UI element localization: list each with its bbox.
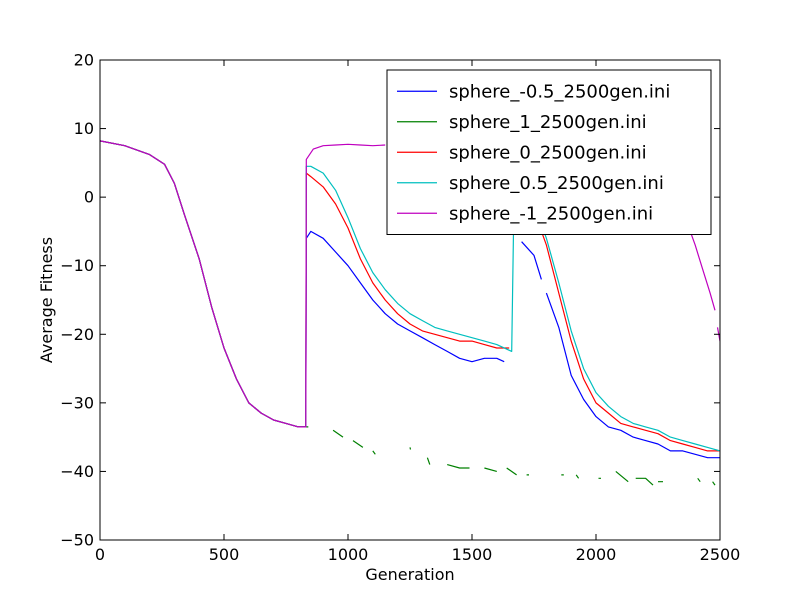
y-tick-label: 0 [84, 188, 94, 207]
y-axis-label: Average Fitness [37, 237, 56, 363]
y-tick-label: −50 [60, 531, 94, 550]
legend: sphere_-0.5_2500gen.ini sphere_1_2500gen.… [386, 69, 712, 235]
y-tick-label: −20 [60, 325, 94, 344]
x-tick-label: 1000 [328, 545, 369, 564]
y-tick-label: 10 [74, 119, 94, 138]
legend-entry-label: sphere_-1_2500gen.ini [449, 203, 653, 224]
legend-box [386, 69, 712, 235]
y-tick-label: −40 [60, 462, 94, 481]
plot-frame [99, 59, 721, 541]
y-tick-label: −10 [60, 256, 94, 275]
x-tick-label: 1500 [452, 545, 493, 564]
legend-entry-label: sphere_1_2500gen.ini [449, 112, 647, 133]
tick-layer: 0 500 1000 1500 2000 2500 −50 −40 −30 −20 −10 0 10 20 [60, 51, 740, 565]
legend-entry-label: sphere_0.5_2500gen.ini [449, 173, 664, 194]
x-tick-label: 2500 [700, 545, 741, 564]
y-tick-label: 20 [74, 51, 94, 70]
y-tick-label: −30 [60, 393, 94, 412]
legend-entry-label: sphere_0_2500gen.ini [449, 142, 647, 163]
x-tick-label: 2000 [576, 545, 617, 564]
x-tick-label: 0 [95, 545, 105, 564]
series-layer [100, 140, 720, 486]
legend-entry-label: sphere_-0.5_2500gen.ini [449, 81, 670, 102]
x-axis-label: Generation [365, 565, 454, 584]
x-tick-label: 500 [209, 545, 240, 564]
